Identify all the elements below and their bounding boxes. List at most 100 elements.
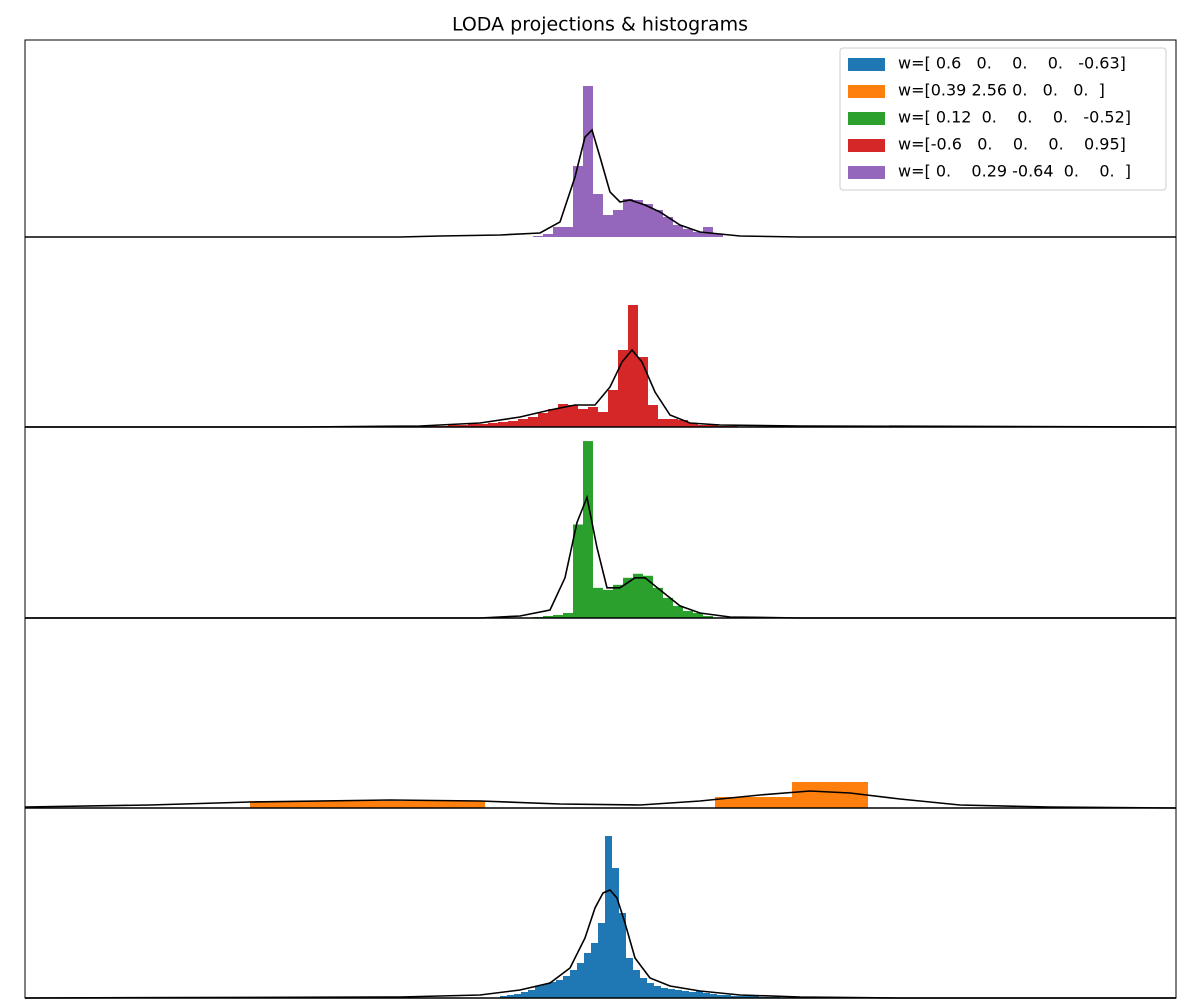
legend-swatch [848, 85, 885, 98]
bar [643, 575, 653, 618]
plot-frame [24, 39, 1177, 999]
bar [613, 584, 623, 618]
panel [25, 305, 1177, 428]
bar [603, 589, 613, 618]
kde-line [25, 348, 1177, 428]
bar [696, 991, 703, 998]
bar [689, 992, 696, 998]
legend-box [839, 47, 1167, 191]
bar [710, 994, 717, 998]
bar [688, 423, 698, 427]
bar [745, 996, 752, 998]
legend-label: w=[-0.6 0. 0. 0. 0.95] [898, 135, 1126, 154]
bar [693, 232, 703, 237]
bar [558, 404, 568, 427]
bar [533, 236, 543, 237]
bar [731, 996, 738, 998]
bar [583, 86, 593, 237]
panel [24, 836, 1176, 999]
legend-label: w=[0.39 2.56 0. 0. 0. ] [898, 81, 1105, 100]
bar [661, 988, 668, 998]
bar [570, 970, 577, 998]
bar [583, 441, 593, 618]
bar [626, 958, 633, 998]
bar [593, 587, 603, 618]
bar [556, 980, 563, 998]
bar [633, 200, 643, 237]
bar [514, 994, 521, 998]
bar [673, 225, 683, 237]
bar [693, 612, 703, 618]
bar [542, 984, 549, 998]
bar [548, 409, 558, 427]
bar [538, 413, 548, 427]
chart-title: LODA projections & histograms [452, 14, 748, 36]
kde-line [24, 790, 1177, 809]
legend-label: w=[ 0.6 0. 0. 0. -0.63] [898, 54, 1126, 73]
legend-swatch [848, 58, 885, 71]
bar [752, 995, 759, 998]
bar [605, 836, 612, 998]
bar [668, 419, 678, 427]
bar [498, 422, 508, 427]
bar [553, 614, 563, 618]
bar [573, 166, 583, 237]
legend-label: w=[ 0.12 0. 0. 0. -0.52] [898, 108, 1131, 127]
bar [598, 412, 608, 427]
bar [528, 417, 538, 427]
bar [638, 357, 648, 427]
bar [468, 424, 478, 427]
panel [25, 441, 1176, 619]
bar [478, 424, 488, 427]
kde-line [25, 494, 1176, 619]
bar [543, 615, 553, 618]
bar [628, 305, 638, 427]
bar [683, 610, 693, 618]
bar [563, 976, 570, 998]
bar [792, 782, 868, 808]
bar [578, 409, 588, 427]
bar [658, 419, 668, 427]
bar [591, 943, 598, 998]
bar [619, 913, 626, 998]
bar [250, 801, 485, 808]
bar [703, 615, 713, 618]
bar [584, 953, 591, 998]
bar [653, 587, 663, 618]
bar [613, 210, 623, 237]
bar [683, 229, 693, 237]
bar [654, 986, 661, 998]
bar [507, 995, 514, 998]
legend-swatch [848, 112, 885, 125]
bar [682, 991, 689, 998]
panel [24, 782, 1177, 809]
bar [500, 996, 507, 998]
bar [458, 425, 468, 427]
bar [708, 424, 718, 427]
bar [724, 995, 731, 998]
bar [535, 986, 542, 998]
bar [563, 612, 573, 618]
bar [448, 425, 458, 427]
bar [663, 597, 673, 618]
legend-swatch [848, 139, 885, 152]
bar [608, 390, 618, 427]
bar [673, 605, 683, 618]
bar [623, 577, 633, 618]
bar [713, 234, 723, 237]
legend: w=[ 0.6 0. 0. 0. -0.63] w=[0.39 2.56 0. 0… [839, 47, 1167, 191]
bar [618, 350, 628, 427]
bar [678, 420, 688, 427]
bar [675, 990, 682, 998]
bar [633, 573, 643, 618]
bar [598, 923, 605, 998]
bar [648, 405, 658, 427]
bar [643, 204, 653, 237]
bar [640, 978, 647, 998]
bar [633, 970, 640, 998]
bar [553, 227, 563, 237]
bar [568, 405, 578, 427]
bar [647, 983, 654, 998]
bar [593, 194, 603, 237]
